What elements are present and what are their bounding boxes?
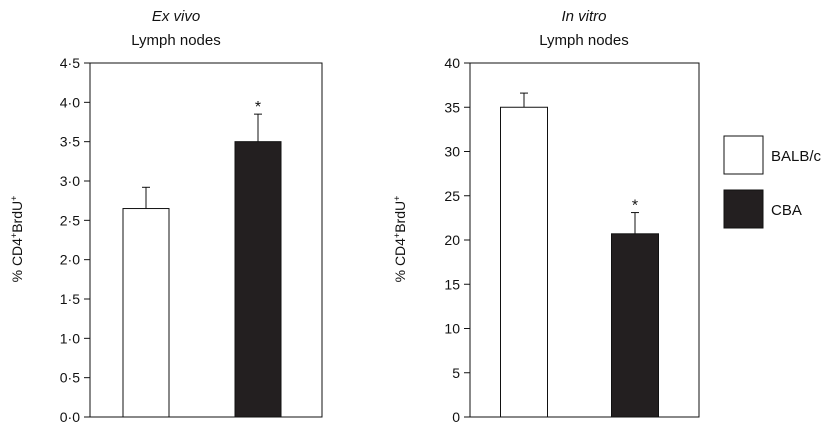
svg-text:% CD4+BrdU+: % CD4+BrdU+: [9, 196, 25, 283]
plot-frame: [89, 62, 323, 418]
chart-ex-vivo: Ex vivo Lymph nodes % CD4+BrdU+ 0·00·51·…: [9, 8, 323, 425]
y-axis-label-mid: BrdU: [392, 201, 408, 233]
y-axis-label: % CD4+BrdU+: [392, 196, 408, 283]
chart-title: Lymph nodes: [539, 32, 629, 49]
y-axis-label-sup1: +: [9, 233, 19, 238]
y-tick-label: 25: [444, 188, 460, 204]
y-tick-label: 0·5: [60, 370, 80, 386]
chart-in-vitro: In vitro Lymph nodes % CD4+BrdU+ 0510152…: [392, 8, 700, 425]
bar-cba: [234, 141, 282, 418]
svg-text:% CD4+BrdU+: % CD4+BrdU+: [392, 196, 408, 283]
y-tick-label: 3·5: [60, 134, 80, 150]
bar-cba: [611, 233, 659, 418]
legend: BALB/c CBA: [723, 135, 822, 229]
y-axis-label-prefix: % CD4: [9, 238, 25, 283]
y-tick-label: 1·0: [60, 330, 80, 346]
legend-swatch-balbc: [723, 135, 764, 175]
chart-title-italic: Ex vivo: [152, 8, 200, 25]
bar-balb-c: [500, 106, 548, 418]
y-tick-label: 0·0: [60, 409, 80, 425]
y-tick-label: 3·0: [60, 173, 80, 189]
y-axis-label-sup1: +: [392, 233, 402, 238]
y-axis-label-mid: BrdU: [9, 201, 25, 233]
legend-swatch-cba: [723, 189, 764, 229]
y-tick-label: 4·5: [60, 55, 80, 71]
y-axis-label: % CD4+BrdU+: [9, 196, 25, 283]
significance-marker: *: [632, 198, 638, 215]
y-tick-label: 0: [452, 409, 460, 425]
y-tick-label: 35: [444, 99, 460, 115]
chart-title-italic: In vitro: [561, 8, 606, 25]
bar-balb-c: [122, 208, 170, 418]
y-tick-label: 1·5: [60, 291, 80, 307]
y-tick-label: 4·0: [60, 94, 80, 110]
y-tick-label: 5: [452, 365, 460, 381]
legend-label-balbc: BALB/c: [771, 148, 822, 165]
y-tick-label: 15: [444, 276, 460, 292]
y-tick-label: 40: [444, 55, 460, 71]
y-tick-label: 30: [444, 144, 460, 160]
y-tick-label: 2·5: [60, 212, 80, 228]
y-axis-label-sup2: +: [392, 196, 402, 201]
y-axis-label-prefix: % CD4: [392, 238, 408, 283]
legend-label-cba: CBA: [771, 202, 802, 219]
y-axis-label-sup2: +: [9, 196, 19, 201]
y-tick-label: 20: [444, 232, 460, 248]
significance-marker: *: [255, 99, 261, 116]
y-tick-label: 2·0: [60, 252, 80, 268]
y-tick-label: 10: [444, 321, 460, 337]
chart-title: Lymph nodes: [131, 32, 221, 49]
